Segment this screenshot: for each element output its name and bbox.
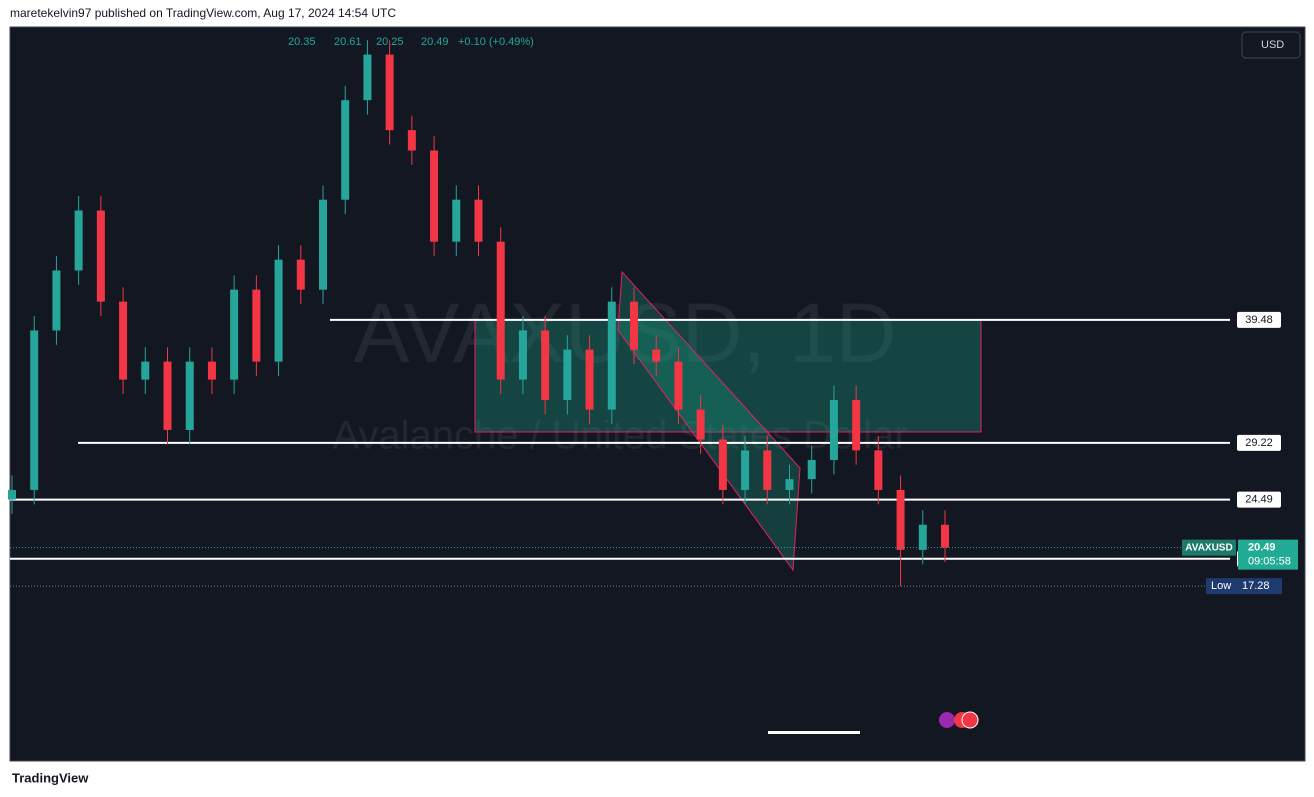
candle-body — [52, 270, 61, 331]
candle-body — [652, 349, 661, 362]
level-label: 29.22 — [1245, 437, 1273, 449]
low-box — [1206, 578, 1282, 595]
currency: USD — [1261, 39, 1284, 51]
candle-body — [474, 199, 483, 242]
candle-body — [452, 199, 461, 242]
candle-body — [496, 241, 505, 380]
watermark-title: AVAXUSD, 1D — [353, 286, 896, 380]
candle-body — [296, 259, 305, 290]
candle-body — [630, 301, 638, 350]
candle-body — [141, 361, 150, 380]
candle-body — [185, 361, 194, 430]
candle-body — [319, 199, 327, 290]
candle-body — [874, 450, 883, 490]
last-price-box — [1238, 539, 1298, 570]
candle-body — [96, 210, 105, 302]
candle-body — [896, 489, 905, 550]
candle-body — [230, 289, 239, 380]
candle-body — [763, 450, 772, 490]
candle-body — [829, 399, 838, 460]
low-value: 17.28 — [1242, 580, 1270, 592]
candle-body — [163, 361, 172, 430]
candle-body — [274, 259, 283, 362]
candle-body — [430, 150, 439, 242]
range-zone — [474, 319, 982, 433]
chart-area — [9, 26, 1306, 762]
candle-body — [563, 349, 572, 400]
currency-button[interactable] — [1241, 31, 1301, 59]
candle-body — [852, 399, 861, 451]
candle-body — [341, 100, 350, 200]
candle-body — [696, 409, 705, 440]
candle-body — [518, 330, 527, 380]
candle-body — [207, 361, 216, 380]
level-label-box — [1237, 434, 1281, 451]
candle-body — [252, 289, 261, 362]
scroll-bar — [768, 731, 860, 734]
candle-body — [741, 450, 750, 490]
candle-body — [718, 439, 727, 490]
level-label-box — [1237, 491, 1281, 508]
publish-info: maretekelvin97 published on TradingView.… — [10, 6, 396, 20]
brand: TradingView — [12, 770, 89, 785]
ohlc-value: 20.49 — [421, 36, 449, 48]
candle-body — [541, 330, 550, 400]
candle-body — [30, 330, 39, 490]
falling-channel — [617, 270, 801, 572]
level-label: 39.48 — [1245, 314, 1273, 326]
candle-body — [807, 459, 816, 480]
candle-body — [74, 210, 83, 271]
countdown: 09:05:58 — [1248, 556, 1291, 568]
candle-body — [8, 489, 16, 500]
candle-body — [607, 301, 616, 410]
ohlc-value: 20.35 — [288, 36, 316, 48]
candle-body — [385, 54, 394, 131]
candle-body — [674, 361, 683, 410]
candle-body — [918, 524, 927, 550]
symbol: AVAXUSD — [1185, 542, 1232, 553]
low-label: Low — [1211, 580, 1231, 592]
candle-body — [119, 301, 128, 380]
symbol-tag — [1182, 539, 1236, 556]
event-icon — [939, 712, 955, 728]
level-label: 24.49 — [1245, 494, 1273, 506]
candle-body — [941, 524, 949, 548]
candle-body — [585, 349, 594, 410]
candle-body — [363, 54, 372, 101]
ohlc-value: 20.61 — [334, 36, 362, 48]
event-icon — [961, 711, 979, 729]
ohlc-value: +0.10 (+0.49%) — [458, 36, 534, 48]
last-price: 20.49 — [1248, 542, 1276, 554]
level-label-box — [1237, 311, 1281, 328]
candle-body — [407, 130, 416, 151]
candle-body — [785, 479, 794, 490]
